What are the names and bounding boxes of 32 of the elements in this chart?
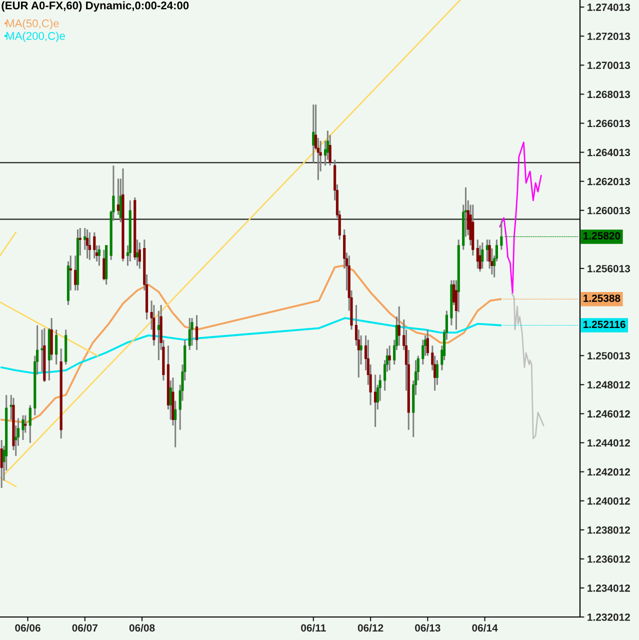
chart-title: (EUR A0-FX,60) Dynamic,0:00-24:00: [2, 1, 189, 12]
y-tick-label: 1.256013: [588, 264, 630, 272]
x-tick-label: 06/13: [415, 624, 440, 632]
y-tick-label: 1.240012: [588, 497, 630, 505]
y-tick-label: 1.236012: [588, 555, 630, 563]
x-tick-label: 06/07: [72, 624, 98, 632]
annotation: 1.252116: [584, 320, 626, 328]
legend-label: MA(200,C)e: [6, 32, 65, 42]
y-tick-label: 1.238012: [588, 526, 630, 534]
y-tick-label: 1.262013: [588, 178, 630, 186]
y-tick-label: 1.234012: [588, 584, 630, 592]
y-tick-label: 1.264013: [588, 148, 630, 156]
annotation: 1.25388: [584, 294, 620, 302]
y-tick-label: 1.246012: [588, 410, 630, 418]
x-tick-label: 06/11: [301, 624, 326, 632]
x-tick-label: 06/08: [129, 624, 155, 632]
annotation: 1.25820: [584, 232, 620, 240]
x-tick-label: 06/12: [358, 624, 384, 632]
y-tick-label: 1.272013: [588, 32, 630, 40]
x-tick-label: 06/06: [15, 624, 40, 632]
y-tick-label: 1.248012: [588, 381, 630, 389]
y-tick-label: 1.250013: [588, 352, 630, 360]
y-tick-label: 1.244012: [588, 439, 630, 447]
y-tick-label: 1.266013: [588, 120, 630, 128]
y-tick-label: 1.268013: [588, 90, 630, 98]
y-tick-label: 1.232012: [588, 614, 630, 621]
legend-label: MA(50,C)e: [6, 19, 59, 30]
y-tick-label: 1.242012: [588, 468, 630, 476]
x-tick-label: 06/14: [472, 624, 498, 632]
y-tick-label: 1.260013: [588, 206, 630, 214]
y-tick-label: 1.270013: [588, 62, 630, 70]
y-tick-label: 1.274013: [588, 4, 630, 11]
